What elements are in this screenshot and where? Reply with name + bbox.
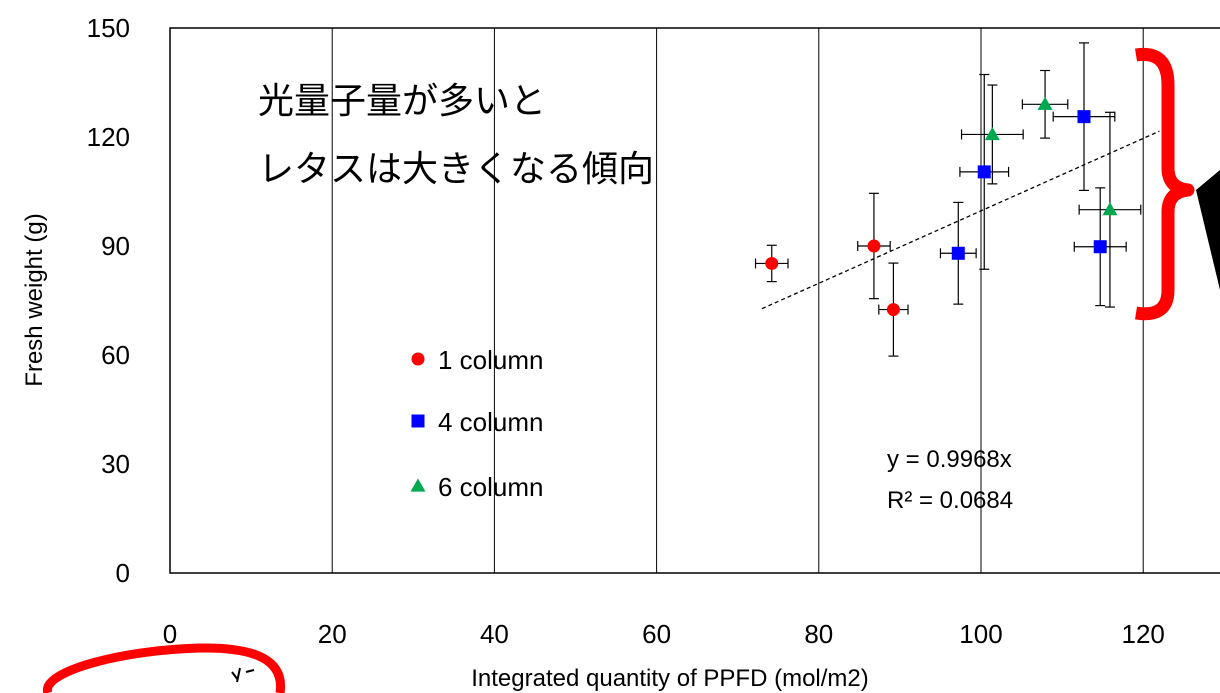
x-tick-label: 120 xyxy=(1122,619,1165,649)
annotation-jp-line1: 光量子量が多いと xyxy=(258,81,546,122)
legend: 1 column 4 column 6 column xyxy=(410,345,544,502)
annotation-jp-line2: レタスは大きくなる傾向 xyxy=(258,149,654,190)
data-point xyxy=(765,256,779,270)
y-tick-label: 150 xyxy=(87,13,130,43)
y-axis-label: Fresh weight (g) xyxy=(21,213,48,386)
trendline-group xyxy=(761,130,1160,310)
legend-marker xyxy=(411,352,425,366)
x-tick-label: 40 xyxy=(480,619,509,649)
trendline xyxy=(761,130,1160,310)
x-tick-label: 20 xyxy=(318,619,347,649)
data-point xyxy=(1093,240,1107,254)
x-tick-labels: 0 20 40 60 80 100 120 xyxy=(163,619,1165,649)
data-point xyxy=(1077,110,1091,124)
x-tick-label: 80 xyxy=(804,619,833,649)
x-tick-label: 60 xyxy=(642,619,671,649)
data-point xyxy=(1102,202,1118,216)
plot-border xyxy=(169,27,1220,574)
data-point xyxy=(1037,96,1053,110)
red-brace-icon xyxy=(1134,47,1195,321)
legend-item: 4 column xyxy=(411,407,544,437)
data-point xyxy=(867,239,881,253)
data-point xyxy=(984,126,1000,141)
y-tick-label: 30 xyxy=(101,449,130,479)
x-tick-label: 100 xyxy=(959,619,1002,649)
y-tick-labels: 0 30 60 90 120 150 xyxy=(87,13,130,588)
x-axis-label: Integrated quantity of PPFD (mol/m2) xyxy=(471,665,869,692)
data-point xyxy=(977,165,991,179)
y-tick-label: 90 xyxy=(101,231,130,261)
handwriting-icon xyxy=(231,667,255,683)
legend-label: 4 column xyxy=(438,407,544,437)
data-markers xyxy=(765,96,1118,317)
legend-item: 1 column xyxy=(411,345,544,375)
y-tick-label: 0 xyxy=(116,558,130,588)
legend-label: 1 column xyxy=(438,345,544,375)
plot-area xyxy=(169,27,1220,574)
x-tick-label: 0 xyxy=(163,619,177,649)
legend-marker xyxy=(410,478,426,492)
trendline-r-squared: R² = 0.0684 xyxy=(887,487,1013,514)
y-tick-label: 60 xyxy=(101,340,130,370)
data-point xyxy=(886,303,900,317)
error-bars xyxy=(754,42,1142,357)
y-tick-label: 120 xyxy=(87,122,130,152)
data-point xyxy=(951,246,965,260)
legend-marker xyxy=(411,414,425,428)
red-circle-icon xyxy=(43,643,286,693)
black-arrow-icon xyxy=(1196,170,1220,290)
gridlines xyxy=(331,28,1144,573)
legend-label: 6 column xyxy=(438,472,544,502)
legend-item: 6 column xyxy=(410,472,544,502)
trendline-equation: y = 0.9968x xyxy=(887,446,1012,473)
